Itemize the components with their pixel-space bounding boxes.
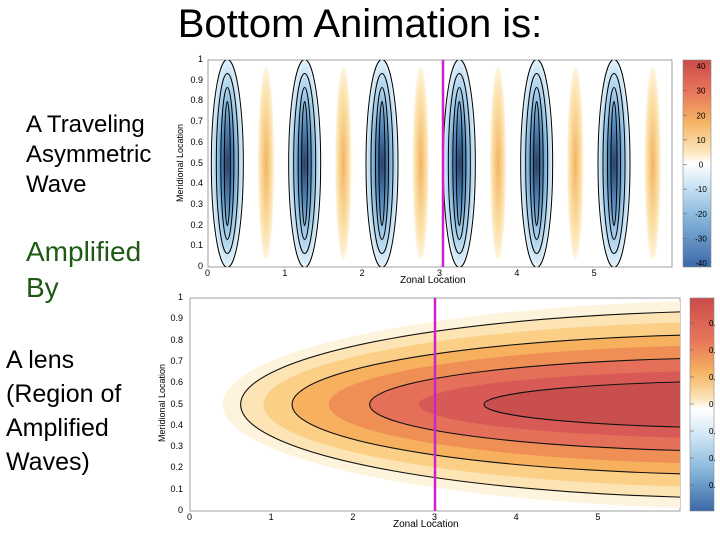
top-y-tick: 0.1 (190, 240, 203, 251)
bottom-y-tick: 0.5 (170, 398, 183, 409)
top-y-tick: 0.4 (190, 178, 203, 189)
bottom-y-tick: 0.6 (170, 377, 183, 388)
bottom-y-tick: 0.7 (170, 355, 183, 366)
top-colorbar-tick: -20 (695, 210, 707, 219)
bottom-y-tick: 0.4 (170, 419, 183, 430)
lens-contour (291, 334, 680, 475)
bottom-x-tick: 1 (268, 512, 274, 522)
lens-line-4: Waves) (6, 448, 90, 476)
bottom-y-axis-label: Meridional Location (157, 363, 167, 443)
top-colorbar-tick: -10 (695, 185, 707, 194)
top-y-tick: 0.9 (190, 74, 203, 85)
bottom-colorbar-tick: 0. (709, 481, 716, 490)
lens-contour (240, 311, 680, 498)
bottom-x-tick: 0 (187, 512, 193, 522)
orange-lens (644, 67, 661, 260)
amplified-line-2: By (26, 272, 59, 303)
bottom-colorbar-ticks: 0. 0. 0. 0 0. 0. 0. (690, 319, 716, 490)
top-x-tick: 0 (205, 268, 211, 278)
bottom-colorbar-tick: 0. (709, 346, 716, 355)
top-colorbar-tick: 0 (699, 161, 704, 170)
top-y-tick: 0 (197, 261, 203, 271)
bottom-lens-region (222, 301, 680, 508)
blue-lens (597, 60, 631, 267)
top-colorbar-tick: 20 (697, 111, 706, 120)
bottom-y-tick: 0.2 (170, 462, 183, 473)
bottom-x-tick: 3 (432, 512, 438, 522)
slide-title: Bottom Animation is: (177, 2, 543, 46)
wave-line-2: Asymmetric (26, 141, 152, 168)
wave-line-3: Wave (26, 171, 87, 198)
top-colorbar-tick: 40 (697, 62, 706, 71)
top-y-axis-label: Meridional Location (175, 123, 185, 203)
top-x-axis-label: Zonal Location (400, 275, 466, 286)
blue-lens (442, 60, 476, 267)
blue-lens (210, 60, 244, 267)
lens-line-3: Amplified (6, 414, 109, 442)
lens-contour (483, 381, 680, 428)
orange-lens (567, 67, 584, 260)
top-y-tick: 0.2 (190, 219, 203, 230)
orange-lens (490, 67, 506, 260)
lens-line-2: (Region of (6, 380, 122, 408)
bottom-colorbar-tick: 0. (709, 373, 716, 382)
top-y-tick: 0.6 (190, 136, 203, 147)
lens-description: A lens (Region of Amplified Waves) (6, 343, 121, 479)
top-colorbar-tick: 10 (697, 136, 706, 145)
bottom-x-tick: 2 (350, 512, 356, 522)
orange-lens (412, 67, 429, 260)
top-plot-area (207, 59, 673, 268)
wave-line-1: A Traveling (26, 111, 145, 138)
bottom-x-tick: 5 (595, 512, 601, 522)
top-colorbar-tick: -30 (695, 234, 707, 243)
bottom-colorbar-tick: 0. (709, 454, 716, 463)
bottom-x-tick: 4 (513, 512, 519, 522)
bottom-y-tick: 0.3 (170, 441, 183, 452)
bottom-colorbar (689, 297, 715, 512)
bottom-y-tick: 0.1 (170, 483, 183, 494)
top-colorbar-tick: -40 (695, 259, 707, 268)
lens-line-1: A lens (6, 346, 75, 374)
top-colorbar (682, 59, 712, 268)
top-x-tick: 2 (359, 268, 365, 278)
blue-lens (520, 60, 554, 267)
top-x-tick: 3 (437, 268, 443, 278)
wave-description: A Traveling Asymmetric Wave (26, 110, 151, 200)
top-x-tick: 4 (514, 268, 520, 278)
bottom-x-axis-label: Zonal Location (393, 519, 459, 530)
top-x-tick: 1 (282, 268, 288, 278)
top-y-tick: 0.7 (190, 116, 203, 127)
top-x-tick: 5 (591, 268, 597, 278)
blue-lens (365, 60, 399, 267)
top-y-tick: 0.5 (190, 157, 203, 168)
top-y-tick: 0.8 (190, 95, 203, 106)
bottom-y-tick: 0.9 (170, 313, 183, 324)
orange-lens (335, 67, 352, 260)
bottom-colorbar-tick: 0. (709, 319, 716, 328)
lens-contour (369, 358, 680, 451)
top-colorbar-ticks: 40 30 20 10 0 -10 -20 -30 -40 (683, 62, 707, 268)
bottom-y-tick: 0.8 (170, 334, 183, 345)
bottom-colorbar-tick: 0 (709, 400, 714, 409)
amplified-line-1: Amplified (26, 236, 142, 267)
bottom-y-tick: 0 (177, 505, 183, 515)
amplified-text: Amplified By (26, 234, 141, 306)
top-y-tick: 1 (197, 54, 203, 64)
blue-lens (288, 60, 322, 267)
lens-band (484, 382, 680, 427)
bottom-y-tick: 1 (177, 292, 183, 302)
orange-lens (258, 67, 274, 260)
bottom-colorbar-tick: 0. (709, 427, 716, 436)
top-colorbar-tick: 30 (697, 87, 706, 96)
top-y-tick: 0.3 (190, 198, 203, 209)
